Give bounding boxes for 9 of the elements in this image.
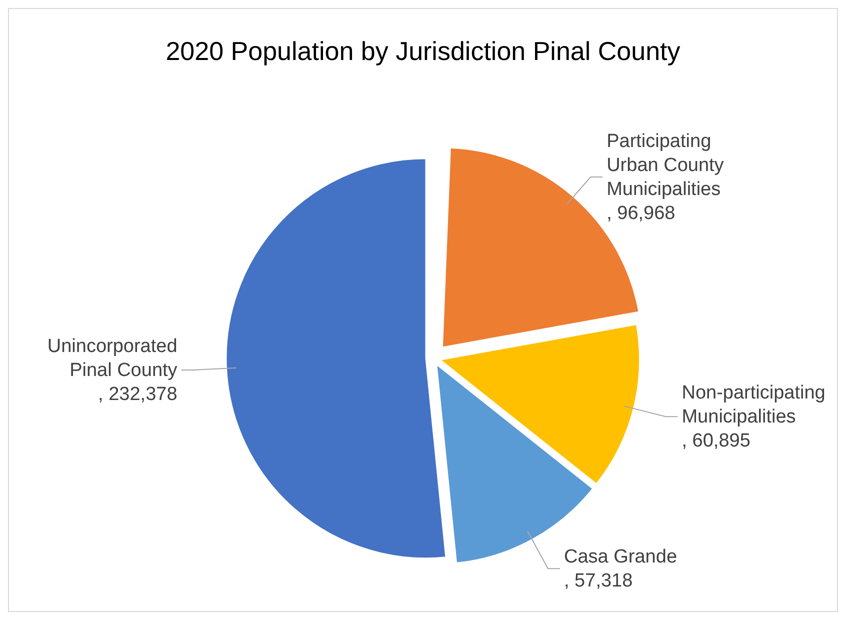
data-label: , 232,378 [98, 384, 178, 405]
slice-label: Participating Urban County Municipalities [606, 130, 724, 200]
chart-title: 2020 Population by Jurisdiction Pinal County [166, 36, 680, 66]
slice-label: Casa Grande [564, 546, 678, 568]
data-label: , 57,318 [564, 570, 633, 592]
slice-label: Unincorporated Pinal County [47, 336, 178, 381]
data-label: , 96,968 [606, 202, 676, 224]
data-label: , 60,895 [682, 430, 750, 452]
slice-label: Non-participating Municipalities [682, 382, 826, 428]
